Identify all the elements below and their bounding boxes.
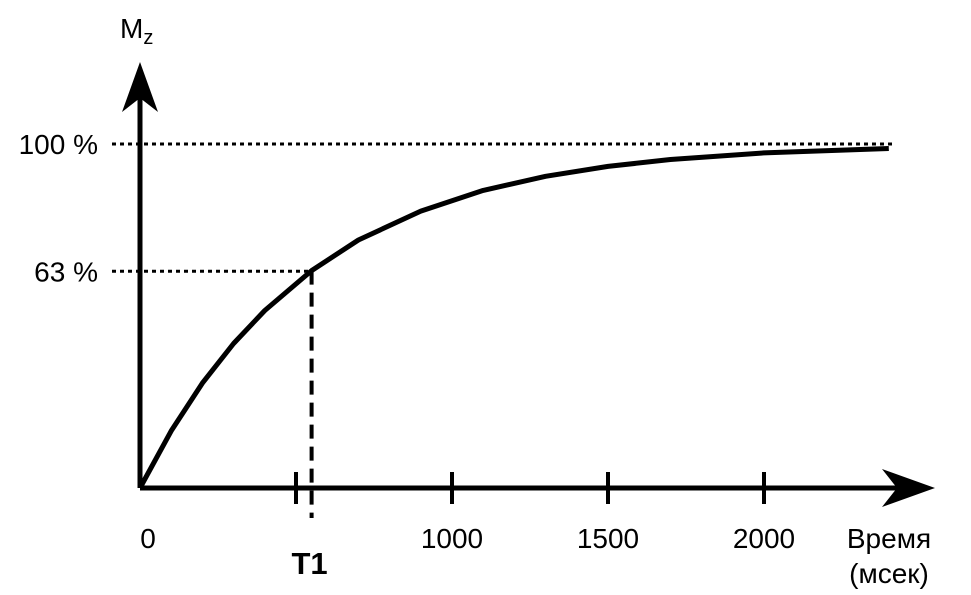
x-axis-label-line1: Время xyxy=(847,523,931,554)
y-axis-label: Mz xyxy=(120,13,153,49)
magnetization-recovery-curve xyxy=(137,146,889,490)
y-axis-label-subscript: z xyxy=(143,27,153,49)
x-tick-label: 0 xyxy=(140,523,156,554)
reference-lines: 100 % 63 % xyxy=(19,129,895,287)
x-tick-label: 1500 xyxy=(577,523,639,554)
x-tick-label: 1000 xyxy=(421,523,483,554)
x-tick-label: 2000 xyxy=(733,523,795,554)
x-axis-label-line2: (мсек) xyxy=(849,558,929,589)
t1-label: T1 xyxy=(292,546,328,581)
y-reference-label: 63 % xyxy=(34,256,98,287)
x-axis-ticks: 0 1000 1500 2000 xyxy=(140,472,795,554)
y-reference-label: 100 % xyxy=(19,129,98,160)
y-axis-arrowhead xyxy=(122,62,158,112)
x-axis-arrowhead xyxy=(882,469,935,507)
y-axis-label-main: M xyxy=(120,13,143,44)
